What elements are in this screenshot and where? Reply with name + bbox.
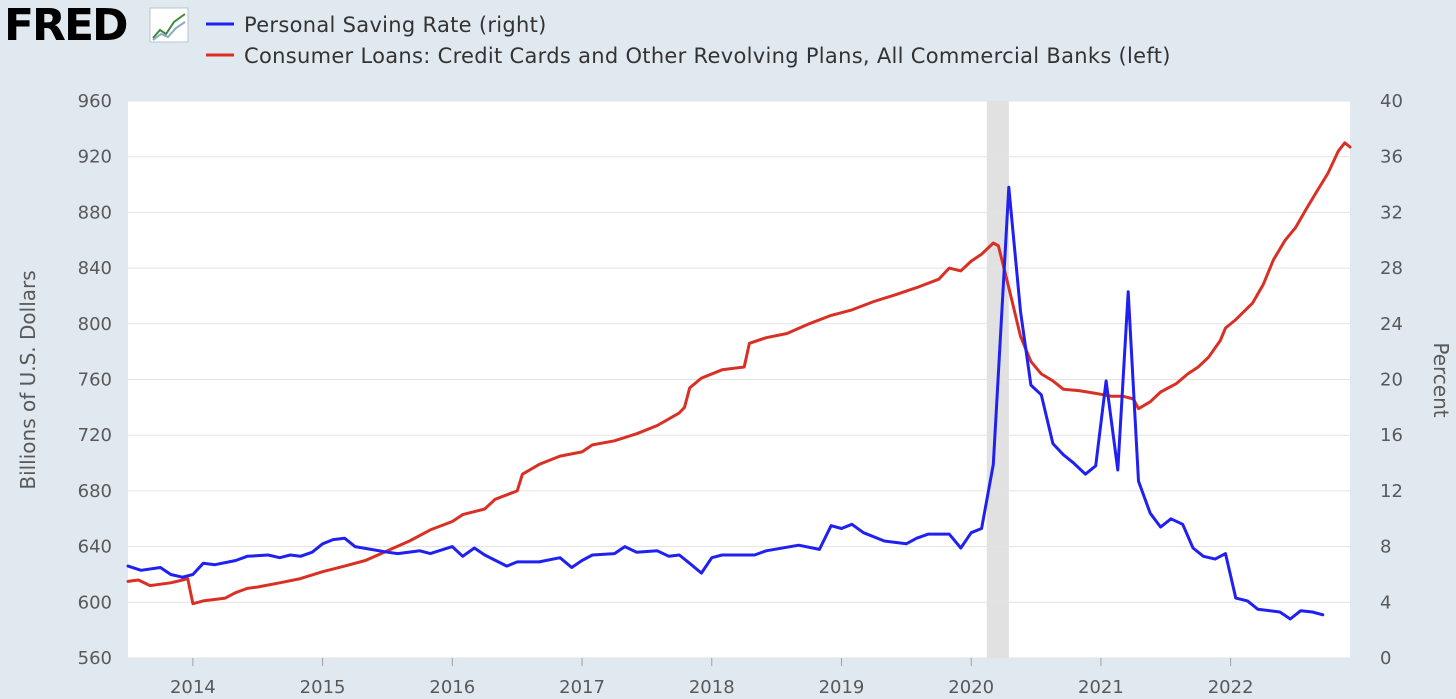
x-tick-label: 2015 (300, 677, 346, 698)
x-tick-label: 2014 (170, 677, 216, 698)
right-tick-label: 8 (1380, 537, 1391, 558)
left-tick-label: 560 (78, 648, 112, 669)
left-axis-ticks: 960 920 880 840 800 760 720 680 640 600 560 (78, 91, 112, 669)
right-tick-label: 4 (1380, 592, 1391, 613)
x-tick-label: 2022 (1208, 677, 1254, 698)
right-tick-label: 24 (1380, 314, 1403, 335)
right-tick-label: 16 (1380, 425, 1403, 446)
right-tick-label: 40 (1380, 91, 1403, 112)
legend-item-saving-rate[interactable]: Personal Saving Rate (right) (206, 13, 547, 37)
left-tick-label: 680 (78, 481, 112, 502)
x-tick-label: 2021 (1078, 677, 1124, 698)
left-tick-label: 840 (78, 258, 112, 279)
left-tick-label: 960 (78, 91, 112, 112)
series-line-consumer-loans (126, 141, 1352, 606)
legend-label-saving-rate: Personal Saving Rate (right) (244, 13, 547, 37)
left-tick-label: 720 (78, 425, 112, 446)
right-tick-label: 0 (1380, 648, 1391, 669)
legend[interactable]: Personal Saving Rate (right) Consumer Lo… (206, 13, 1171, 68)
logo-text: FRED (4, 0, 127, 51)
left-tick-label: 920 (78, 147, 112, 168)
series-layer (126, 141, 1352, 621)
left-tick-label: 640 (78, 537, 112, 558)
x-tick-label: 2019 (819, 677, 865, 698)
right-tick-label: 32 (1380, 202, 1403, 223)
right-tick-label: 36 (1380, 147, 1403, 168)
left-tick-label: 880 (78, 202, 112, 223)
right-tick-label: 12 (1380, 481, 1403, 502)
x-tick-label: 2020 (948, 677, 994, 698)
left-axis-title: Billions of U.S. Dollars (16, 270, 40, 489)
left-tick-label: 600 (78, 592, 112, 613)
right-tick-label: 28 (1380, 258, 1403, 279)
fred-logo[interactable]: FRED (4, 0, 189, 51)
series-line-saving-rate (126, 185, 1325, 621)
x-axis-ticks: 2014 2015 2016 2017 2018 2019 2020 2021 2022 (170, 658, 1254, 698)
x-tick-label: 2017 (559, 677, 605, 698)
x-tick-label: 2016 (429, 677, 475, 698)
left-tick-label: 760 (78, 370, 112, 391)
right-axis-title: Percent (1429, 342, 1453, 417)
trend-chart-icon (149, 7, 189, 43)
left-tick-label: 800 (78, 314, 112, 335)
x-tick-label: 2018 (689, 677, 735, 698)
legend-label-consumer-loans: Consumer Loans: Credit Cards and Other R… (244, 44, 1171, 68)
gridlines (128, 100, 1350, 659)
right-tick-label: 20 (1380, 370, 1403, 391)
legend-item-consumer-loans[interactable]: Consumer Loans: Credit Cards and Other R… (206, 44, 1171, 68)
